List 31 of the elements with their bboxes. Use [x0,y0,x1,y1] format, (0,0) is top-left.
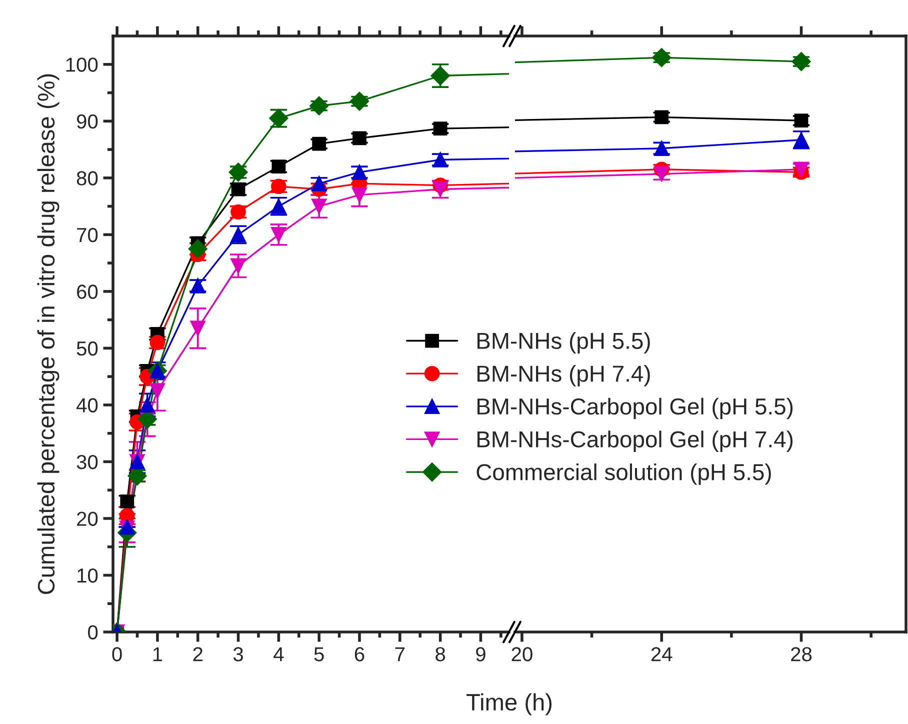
x-tick-label: 0 [112,647,122,662]
legend-label: BM-NHs (pH 7.4) [477,365,650,386]
x-axis-title: Time (h) [466,693,552,716]
legend-label: BM-NHs-Carbopol Gel (pH 5.5) [477,398,793,420]
x-tick-label: 2 [193,647,202,662]
y-tick-label: 80 [76,171,98,186]
x-tick-label: 24 [651,647,672,662]
x-tick-label: 7 [395,647,404,662]
y-tick-label: 70 [77,228,98,242]
y-tick-label: 90 [76,114,98,129]
y-tick-label: 0 [88,625,98,640]
x-tick-label: 28 [791,647,812,662]
y-tick-label: 40 [76,398,98,412]
x-tick-label: 6 [354,647,364,662]
x-tick-label: 4 [274,647,284,662]
x-tick-label: 20 [512,647,532,662]
legend-label: BM-NHs (pH 5.5) [477,332,650,354]
legend-label: Commercial solution (pH 5.5) [476,463,771,485]
y-tick-label: 50 [76,341,98,356]
x-tick-label: 9 [476,647,486,662]
y-tick-label: 60 [77,284,98,299]
x-tick-label: 1 [153,647,162,662]
x-tick-label: 8 [436,647,446,662]
x-tick-label: 3 [233,647,243,662]
y-axis-title: Cumulated percentage of in vitro drug release (%) [37,74,60,594]
y-tick-label: 10 [78,568,98,583]
y-tick-label: 100 [66,58,98,72]
y-tick-label: 30 [76,454,98,470]
x-tick-label: 5 [314,647,324,662]
y-tick-label: 20 [77,512,98,526]
legend-label: BM-NHs-Carbopol Gel (pH 7.4) [477,430,793,452]
